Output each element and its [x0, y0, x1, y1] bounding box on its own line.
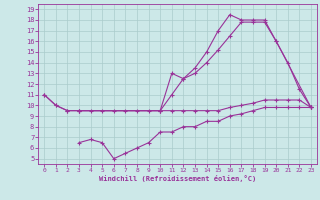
X-axis label: Windchill (Refroidissement éolien,°C): Windchill (Refroidissement éolien,°C) [99, 175, 256, 182]
